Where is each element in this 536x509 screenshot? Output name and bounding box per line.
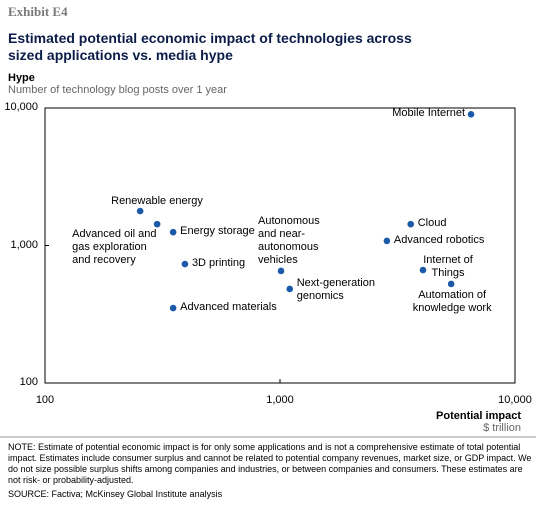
point-label: Energy storage (180, 225, 255, 238)
point (277, 267, 285, 275)
point-label: Renewable energy (111, 195, 203, 208)
x-tick-label: 10,000 (498, 394, 532, 406)
point-label: Mobile Internet (392, 107, 466, 120)
point-label: Cloud (417, 217, 447, 230)
point (419, 266, 427, 274)
point (383, 237, 391, 245)
x-tick-label: 100 (35, 394, 55, 406)
point (136, 207, 144, 215)
source: SOURCE: Factiva; McKinsey Global Institu… (8, 489, 223, 499)
point-label: Internet of Things (423, 254, 473, 280)
point (467, 110, 475, 118)
point-label: Advanced materials (180, 301, 277, 314)
y-tick-label: 10,000 (4, 101, 38, 113)
point-label: Autonomous and near-autonomous vehicles (258, 214, 320, 266)
x-tick-label: 1,000 (266, 394, 294, 406)
point-label: Advanced oil and gas exploration and rec… (72, 228, 157, 267)
point (447, 280, 455, 288)
y-axis-label: Hype (8, 72, 35, 84)
note: NOTE: Estimate of potential economic imp… (8, 442, 532, 485)
exhibit: Exhibit E4 (8, 4, 68, 19)
point (286, 285, 294, 293)
point (153, 220, 161, 228)
point-label: Next-generation genomics (296, 276, 375, 302)
point-label: 3D printing (191, 257, 246, 270)
y-tick-label: 100 (19, 376, 38, 388)
point (169, 304, 177, 312)
point (169, 228, 177, 236)
x-axis-sublabel: $ trillion (483, 422, 521, 434)
point (407, 220, 415, 228)
y-tick-label: 1,000 (10, 238, 38, 251)
x-axis-label: Potential impact (436, 410, 521, 422)
y-axis-sublabel: Number of technology blog posts over 1 y… (8, 84, 227, 96)
point-label: Automation of knowledge work (412, 288, 492, 314)
point (181, 260, 189, 268)
point-label: Advanced robotics (393, 233, 485, 246)
chart-title: Estimated potential economic impact of t… (8, 30, 412, 63)
